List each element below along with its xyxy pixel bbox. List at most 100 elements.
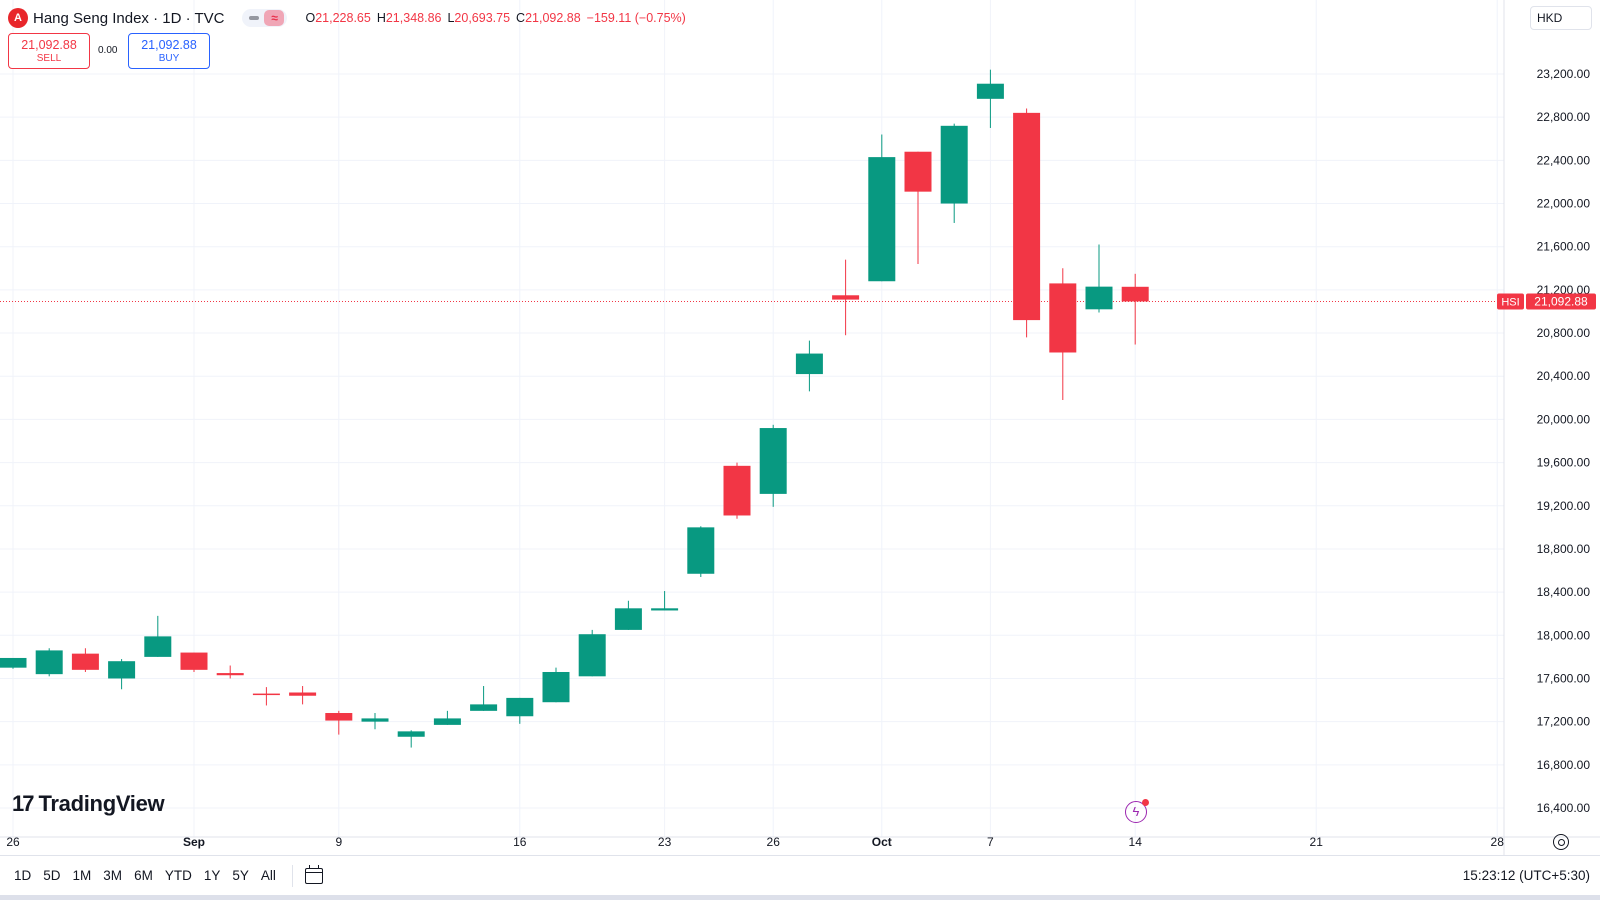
candle[interactable] [506, 697, 534, 724]
candles[interactable] [0, 69, 1149, 748]
candle[interactable] [361, 713, 389, 730]
candle[interactable] [614, 600, 642, 630]
range-6m[interactable]: 6M [134, 868, 153, 883]
candle-body[interactable] [289, 692, 317, 696]
candle-body[interactable] [0, 657, 27, 668]
candle-body[interactable] [397, 731, 425, 737]
range-1m[interactable]: 1M [72, 868, 92, 883]
candle-body[interactable] [71, 653, 99, 670]
legend-toggle[interactable]: ≈ [242, 9, 288, 27]
time-axis-label: 28 [1491, 835, 1505, 849]
candle-body[interactable] [35, 650, 63, 675]
candle-body[interactable] [832, 295, 860, 300]
candle[interactable] [868, 134, 896, 282]
price-axis-label: 22,800.00 [1537, 110, 1591, 124]
candle[interactable] [1013, 108, 1041, 338]
candle[interactable] [397, 730, 425, 748]
buy-label: BUY [158, 53, 180, 64]
buy-button[interactable]: 21,092.88 BUY [128, 33, 210, 69]
candle-body[interactable] [614, 608, 642, 630]
candle[interactable] [832, 259, 860, 336]
candle[interactable] [71, 648, 99, 672]
candle-body[interactable] [216, 673, 244, 676]
candle-body[interactable] [1085, 286, 1113, 310]
sell-button[interactable]: 21,092.88 SELL [8, 33, 90, 69]
candle-body[interactable] [976, 83, 1004, 99]
candle[interactable] [180, 652, 208, 672]
candle-body[interactable] [361, 718, 389, 722]
candle-body[interactable] [904, 151, 932, 192]
candle-body[interactable] [1121, 286, 1149, 302]
candle-body[interactable] [723, 465, 751, 516]
candle-body[interactable] [651, 608, 679, 611]
candle-body[interactable] [506, 697, 534, 717]
range-all[interactable]: All [260, 868, 276, 883]
wave-icon[interactable]: ≈ [264, 10, 285, 26]
range-1d[interactable]: 1D [14, 868, 32, 883]
candle-body[interactable] [433, 718, 461, 725]
candle[interactable] [108, 659, 136, 690]
gear-icon[interactable] [1553, 834, 1569, 850]
candle[interactable] [252, 687, 280, 706]
candle-body[interactable] [687, 527, 715, 574]
currency-selector[interactable]: HKD [1530, 6, 1592, 30]
symbol-title[interactable]: Hang Seng Index · 1D · TVC [33, 9, 225, 27]
candle[interactable] [795, 340, 823, 392]
candle[interactable] [35, 648, 63, 677]
candle[interactable] [1049, 268, 1077, 400]
candle[interactable] [578, 629, 606, 677]
spread-value: 0.00 [98, 45, 118, 56]
candle-body[interactable] [542, 671, 570, 703]
price-axis-label: 16,400.00 [1537, 801, 1591, 815]
hide-icon[interactable] [249, 16, 260, 20]
range-1y[interactable]: 1Y [203, 868, 221, 883]
time-axis-label: 7 [987, 835, 994, 849]
candle-body[interactable] [578, 634, 606, 677]
candle[interactable] [976, 69, 1004, 128]
candle-body[interactable] [108, 661, 136, 679]
range-5d[interactable]: 5D [43, 868, 61, 883]
time-axis-label: 9 [335, 835, 342, 849]
candle[interactable] [904, 151, 932, 264]
candle-body[interactable] [470, 704, 498, 711]
candle[interactable] [433, 710, 461, 725]
candle[interactable] [289, 686, 317, 705]
candle[interactable] [216, 665, 244, 679]
candle-body[interactable] [1013, 112, 1041, 321]
candle[interactable] [470, 686, 498, 711]
clock-timezone[interactable]: 15:23:12 (UTC+5:30) [1462, 868, 1590, 883]
price-axis-label: 18,800.00 [1537, 542, 1591, 556]
ohlc-open: O21,228.65 [305, 11, 371, 25]
symbol-tag-label: HSI [1501, 296, 1519, 308]
candle-body[interactable] [180, 652, 208, 670]
candle[interactable] [687, 526, 715, 578]
candle-body[interactable] [1049, 283, 1077, 353]
candle[interactable] [144, 615, 172, 657]
range-5y[interactable]: 5Y [232, 868, 249, 883]
candle[interactable] [542, 667, 570, 703]
candle[interactable] [1121, 273, 1149, 345]
time-axis[interactable]: 26 Sep 9 16 23 26 Oct 7 14 21 28 [6, 835, 1504, 849]
tradingview-logo[interactable]: 17 TradingView [12, 791, 165, 817]
flash-icon[interactable]: ϟ [1125, 799, 1149, 823]
range-ytd[interactable]: YTD [164, 868, 192, 883]
candle-body[interactable] [252, 693, 280, 696]
candlestick-chart[interactable]: 16,400.00 16,800.00 17,200.00 17,600.00 18,0… [0, 0, 1600, 855]
range-3m[interactable]: 3M [103, 868, 123, 883]
calendar-icon[interactable] [304, 864, 323, 884]
candle-body[interactable] [759, 428, 787, 494]
bottom-toolbar: 1D 5D 1M 3M 6M YTD 1Y 5Y All 15:23:12 (U… [0, 855, 1600, 895]
price-axis[interactable]: 16,400.00 16,800.00 17,200.00 17,600.00 18,0… [1537, 67, 1591, 815]
candle[interactable] [1085, 244, 1113, 313]
candle-body[interactable] [795, 353, 823, 375]
candle[interactable] [723, 462, 751, 519]
candle-body[interactable] [325, 713, 353, 721]
candle[interactable] [0, 657, 27, 669]
candle-body[interactable] [144, 636, 172, 657]
candle-body[interactable] [940, 125, 968, 204]
candle[interactable] [940, 123, 968, 223]
candle[interactable] [651, 591, 679, 611]
candle[interactable] [325, 710, 353, 735]
candle-body[interactable] [868, 157, 896, 282]
candle[interactable] [759, 424, 787, 507]
